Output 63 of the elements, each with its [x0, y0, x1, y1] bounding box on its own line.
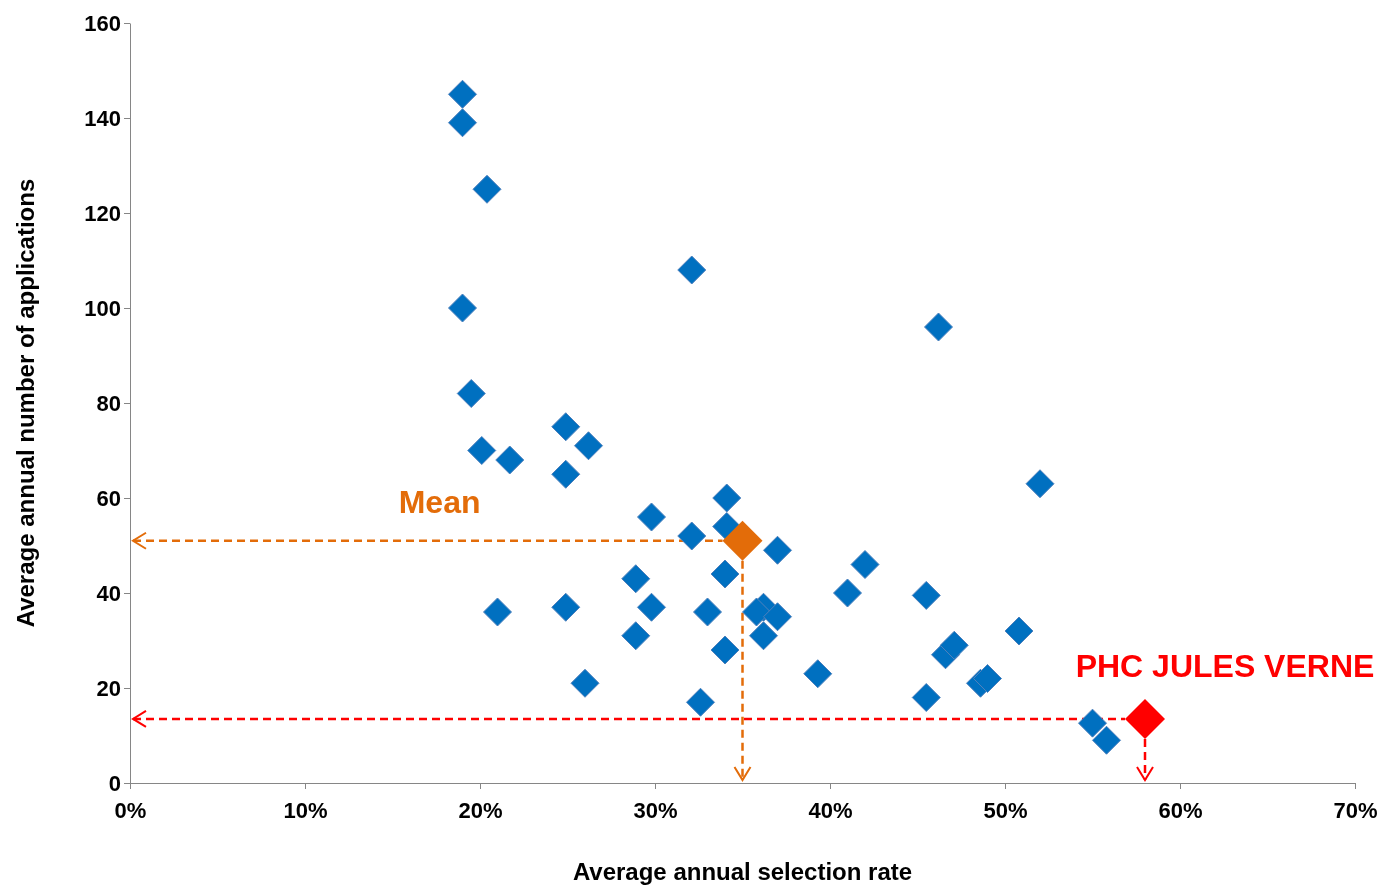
point — [1004, 616, 1034, 646]
point — [710, 559, 740, 589]
point — [467, 436, 497, 465]
point — [763, 535, 792, 565]
point — [483, 597, 512, 627]
point — [710, 635, 740, 665]
point — [551, 592, 581, 622]
point — [448, 79, 477, 109]
point — [637, 592, 666, 622]
x-tick-label: 30% — [633, 798, 678, 824]
text: Mean — [398, 483, 481, 520]
point — [495, 445, 525, 475]
point — [1125, 698, 1165, 739]
point — [551, 412, 581, 442]
point — [911, 580, 941, 610]
x-tick-label: 50% — [983, 798, 1028, 824]
point — [1078, 708, 1107, 738]
point — [574, 431, 603, 461]
point — [448, 108, 477, 138]
y-tick-label: 140 — [84, 105, 121, 131]
y-tick-label: 0 — [108, 770, 121, 796]
x-tick-label: 70% — [1333, 798, 1378, 824]
point — [911, 683, 941, 712]
point — [686, 687, 715, 717]
point — [677, 255, 707, 285]
y-tick-label: 120 — [84, 200, 121, 226]
point — [973, 664, 1002, 693]
x-tick-label: 60% — [1158, 798, 1203, 824]
point — [939, 630, 969, 660]
point — [803, 659, 833, 689]
y-tick-label: 100 — [84, 295, 121, 321]
point — [850, 550, 880, 579]
point — [677, 521, 707, 551]
point — [1025, 469, 1055, 499]
series-label: PHC JULES VERNE — [1075, 647, 1375, 684]
point — [621, 564, 651, 594]
point — [742, 597, 771, 627]
x-tick-label: 40% — [808, 798, 853, 824]
x-tick-label: 0% — [114, 798, 147, 824]
point — [763, 602, 792, 632]
y-tick-label: 40 — [96, 580, 121, 606]
y-tick-label: 80 — [96, 390, 121, 416]
point — [722, 520, 763, 561]
point — [448, 293, 477, 323]
y-tick-label: 60 — [96, 485, 121, 511]
point — [570, 668, 600, 698]
point — [1092, 725, 1121, 755]
point — [749, 621, 778, 651]
y-tick-label: 160 — [84, 10, 121, 36]
y-axis-title: Average annual number of applications — [12, 178, 39, 628]
x-tick-label: 20% — [458, 798, 503, 824]
point — [621, 621, 651, 651]
point — [833, 578, 862, 608]
point — [712, 483, 742, 513]
x-axis-title: Average annual selection rate — [572, 858, 913, 885]
point — [693, 597, 722, 627]
point — [456, 379, 486, 408]
y-tick-label: 20 — [96, 675, 121, 701]
point — [637, 502, 666, 532]
point — [551, 459, 581, 489]
x-tick-label: 10% — [283, 798, 328, 824]
point — [924, 312, 953, 342]
point — [472, 174, 502, 204]
